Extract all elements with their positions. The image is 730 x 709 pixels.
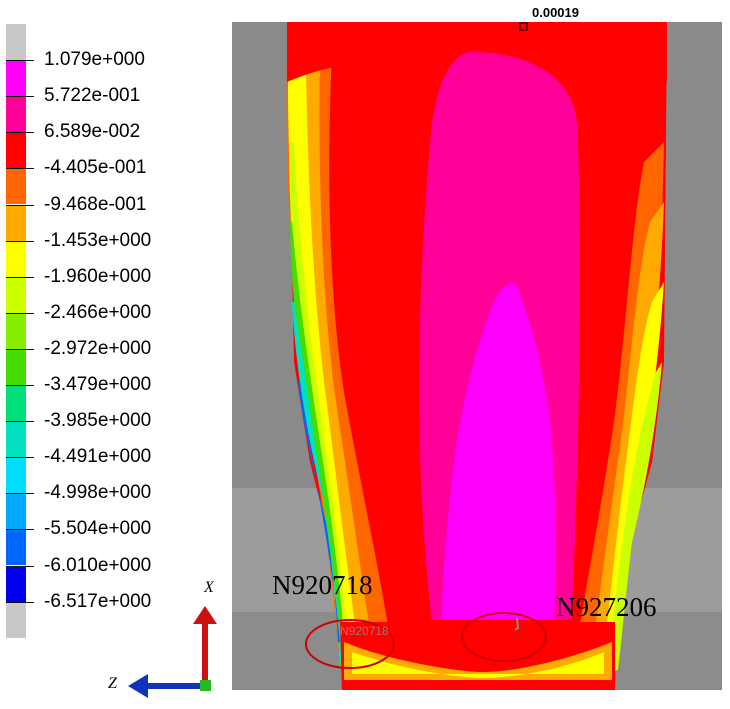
highlight-ellipse-left [305,619,395,669]
color-legend: 1.079e+000 5.722e-001 6.589e-002 -4.405e-00… [0,0,200,660]
legend-value-label: -1.960e+000 [44,265,152,287]
legend-value-label: -4.998e+000 [44,482,152,504]
legend-color-swatch [6,565,26,602]
legend-value-label: 6.589e-002 [44,121,141,143]
legend-tick [6,60,34,62]
region-left-yellow [288,72,356,672]
axes-origin-icon [200,680,211,691]
legend-value-label: -1.453e+000 [44,229,152,251]
legend-tick [6,168,34,170]
legend-tick [6,385,34,386]
legend-tick [6,96,34,98]
legend-tick [6,493,34,495]
legend-tick [6,132,34,134]
legend-value-label: 1.079e+000 [44,49,145,71]
region-magenta [442,283,557,622]
highlight-ellipse-right [461,612,547,662]
legend-color-swatch [6,312,26,349]
max-marker-icon [519,22,528,31]
legend-tick [6,601,34,603]
legend-tick [6,204,34,206]
legend-color-swatch [6,132,26,169]
legend-tick [6,276,34,278]
legend-color-swatch [6,385,26,422]
max-marker-label: 0.00019 [532,5,579,20]
node-label-right: N927206 [556,592,657,622]
region-right-amber [594,202,664,672]
legend-color-swatch [6,348,26,385]
legend-value-label: 5.722e-001 [44,85,141,107]
legend-value-label: -5.504e+000 [44,518,152,540]
legend-value-label: -3.479e+000 [44,374,152,395]
z-axis-arrowhead [128,674,148,698]
legend-color-swatch [6,276,26,313]
legend-color-swatch [6,24,26,61]
legend-value-label: -3.985e+000 [44,410,152,432]
legend-value-label: -2.466e+000 [44,301,152,323]
x-axis-arrowhead [193,606,217,624]
legend-color-swatch [6,457,26,494]
legend-color-swatch [6,421,26,458]
contour-plot [232,22,722,690]
region-right-yellowgreen [612,362,662,672]
faint-node-label: N920718 [340,624,389,638]
legend-color-swatch [6,168,26,205]
legend-color-swatch [6,529,26,566]
region-bottom-yellow [352,652,604,678]
legend-tick [6,421,34,423]
z-axis-label: Z [108,675,118,692]
axes-triad-svg: X Z [108,579,217,698]
legend-color-swatch [6,493,26,530]
legend-tick [6,312,34,314]
axes-triad: X Z [100,570,240,700]
legend-tick [6,348,34,350]
legend-value-label: -4.405e-001 [44,157,147,179]
region-left-blue [298,382,340,642]
node-label-left: N920718 [272,570,373,600]
legend-value-label: -9.468e-001 [44,193,147,215]
legend-value-label: -6.010e+000 [44,554,152,576]
region-top-red [287,22,667,82]
contour-plot-svg [232,22,722,690]
legend-color-swatch [6,60,26,97]
region-left-cyan [292,302,343,662]
legend-color-swatch [6,240,26,277]
x-axis-label: X [203,579,215,596]
legend-tick [6,457,34,459]
legend-color-swatch [6,204,26,241]
legend-value-label: -4.491e+000 [44,446,152,468]
legend-tick [6,565,34,567]
legend-tick [6,240,34,242]
legend-value-label: -6.517e+000 [44,590,152,612]
node-pin-icon [514,617,520,631]
legend-value-label: -2.972e+000 [44,337,152,359]
legend-color-swatch [6,96,26,133]
legend-tick [6,529,34,531]
legend-color-swatch [6,601,26,638]
